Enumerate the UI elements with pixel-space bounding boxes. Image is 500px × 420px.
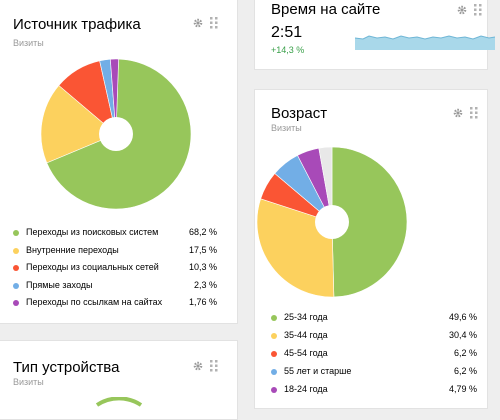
- legend-label: 35-44 года: [284, 330, 328, 340]
- legend-value: 68,2 %: [188, 227, 217, 237]
- time-on-site-title: Время на сайте: [271, 1, 381, 18]
- traffic-slice[interactable]: [40, 85, 117, 164]
- legend-item[interactable]: Переходы из поисковых систем 68,2 %: [13, 226, 217, 242]
- legend-label: Переходы по ссылкам на сайтах: [26, 297, 163, 307]
- time-on-site-widget: Время на сайте 2:51 +14,3 %: [254, 0, 495, 70]
- traffic-source-subtitle: Визиты: [13, 38, 44, 48]
- legend-item[interactable]: 25-34 года 49,6 %: [271, 311, 477, 327]
- legend-color-dot: [13, 300, 19, 306]
- legend-value: 17,5 %: [188, 244, 217, 255]
- legend-label: Прямые заходы: [26, 279, 93, 290]
- legend-color-dot: [13, 247, 19, 254]
- legend-value: 30,4 %: [448, 330, 477, 340]
- legend-color-dot: [13, 265, 19, 271]
- legend-value: 6,2 %: [453, 348, 477, 358]
- legend-label: 25-34 года: [284, 312, 328, 322]
- legend-color-dot: [271, 351, 277, 357]
- legend-label: Переходы из поисковых систем: [26, 227, 159, 237]
- age-subtitle: Визиты: [271, 123, 302, 133]
- time-sparkline: [355, 35, 495, 50]
- legend-item[interactable]: 18-24 года 4,79 %: [271, 383, 477, 399]
- legend-color-dot: [271, 333, 277, 339]
- time-on-site-delta: +14,3 %: [271, 45, 305, 55]
- legend-item[interactable]: Переходы из социальных сетей 10,3 %: [13, 261, 217, 277]
- gear-icon[interactable]: [452, 107, 464, 119]
- gear-icon[interactable]: [192, 17, 204, 29]
- legend-item[interactable]: Прямые заходы 2,3 %: [13, 279, 217, 295]
- legend-label: 18-24 года: [284, 384, 328, 394]
- legend-value: 6,2 %: [453, 366, 477, 376]
- legend-value: 4,79 %: [448, 384, 477, 394]
- age-title: Возраст: [271, 105, 328, 122]
- grip-icon[interactable]: [474, 4, 482, 16]
- age-widget: Возраст Визиты 25-34 года 49,6 % 35-44 год…: [254, 89, 488, 409]
- legend-item[interactable]: Переходы по ссылкам на сайтах 1,76 %: [13, 296, 217, 312]
- legend-value: 49,6 %: [448, 312, 477, 322]
- traffic-slice[interactable]: [110, 58, 119, 135]
- device-type-widget: Тип устройства Визиты: [0, 340, 238, 420]
- legend-color-dot: [13, 230, 19, 236]
- legend-value: 10,3 %: [188, 262, 217, 272]
- traffic-donut-hole: [99, 117, 133, 151]
- legend-color-dot: [271, 315, 277, 321]
- gear-icon[interactable]: [456, 4, 468, 16]
- legend-label: 45-54 года: [284, 348, 328, 358]
- legend-color-dot: [271, 369, 277, 375]
- legend-value: 2,3 %: [193, 279, 217, 290]
- legend-label: 55 лет и старше: [284, 366, 352, 376]
- age-slice[interactable]: [256, 198, 335, 298]
- grip-icon[interactable]: [210, 17, 218, 29]
- traffic-source-widget: Источник трафика Визиты Переходы из поис…: [0, 0, 238, 324]
- device-pie-chart-partial: [95, 397, 143, 407]
- legend-color-dot: [13, 282, 19, 289]
- device-type-title: Тип устройства: [13, 359, 120, 376]
- traffic-pie-chart: [40, 58, 192, 210]
- legend-label: Внутренние переходы: [26, 244, 119, 255]
- legend-label: Переходы из социальных сетей: [26, 262, 159, 272]
- time-on-site-value: 2:51: [271, 24, 303, 41]
- age-slice-other[interactable]: [318, 146, 333, 223]
- legend-item[interactable]: Внутренние переходы 17,5 %: [13, 244, 217, 260]
- device-type-subtitle: Визиты: [13, 377, 44, 387]
- legend-color-dot: [271, 387, 277, 393]
- legend-value: 1,76 %: [188, 297, 217, 307]
- legend-item[interactable]: 55 лет и старше 6,2 %: [271, 365, 477, 381]
- traffic-source-title: Источник трафика: [13, 16, 141, 33]
- grip-icon[interactable]: [210, 360, 218, 372]
- grip-icon[interactable]: [470, 107, 478, 119]
- age-pie-chart: [256, 146, 408, 298]
- gear-icon[interactable]: [192, 360, 204, 372]
- age-slice[interactable]: [331, 146, 408, 298]
- legend-item[interactable]: 35-44 года 30,4 %: [271, 329, 477, 345]
- legend-item[interactable]: 45-54 года 6,2 %: [271, 347, 477, 363]
- age-donut-hole: [315, 205, 349, 239]
